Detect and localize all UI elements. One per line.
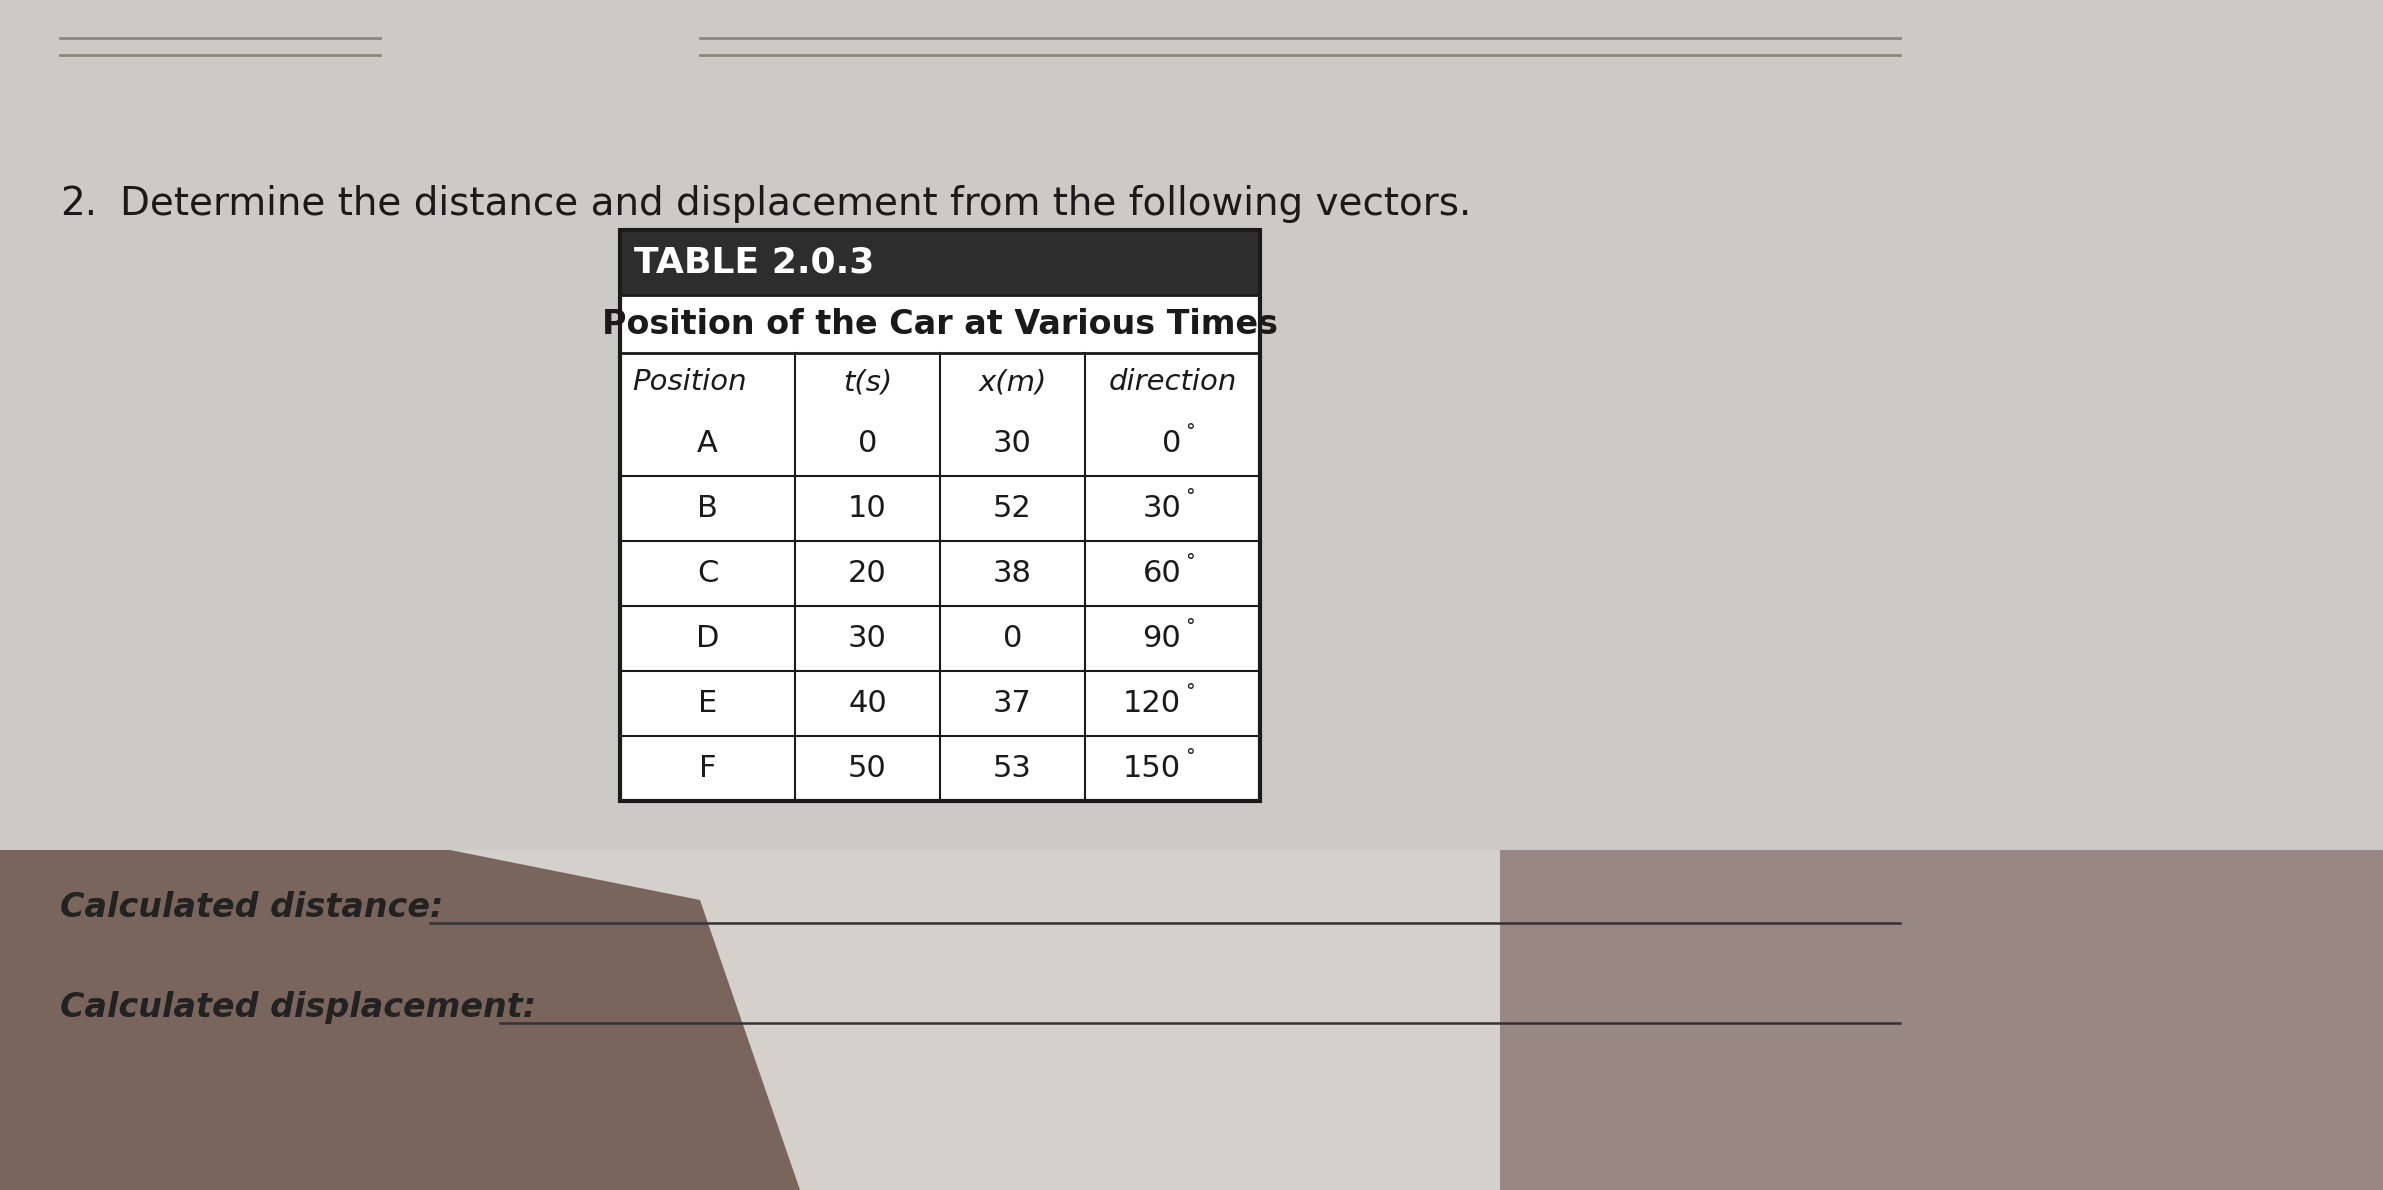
Text: x(m): x(m) — [979, 368, 1046, 396]
Text: direction: direction — [1108, 368, 1237, 396]
Text: t(s): t(s) — [844, 368, 891, 396]
Text: Determine the distance and displacement from the following vectors.: Determine the distance and displacement … — [119, 184, 1470, 223]
Text: Position: Position — [631, 368, 746, 396]
Polygon shape — [0, 779, 801, 1190]
Bar — [620, 541, 1261, 606]
Text: 30: 30 — [848, 624, 886, 653]
Text: °: ° — [1184, 616, 1194, 635]
Bar — [620, 230, 1261, 801]
Text: 40: 40 — [848, 689, 886, 718]
Text: 30: 30 — [1141, 494, 1182, 522]
Bar — [0, 0, 2383, 850]
Text: 0: 0 — [1163, 430, 1182, 458]
Text: A: A — [698, 430, 717, 458]
Bar — [620, 295, 1261, 353]
Text: 52: 52 — [994, 494, 1032, 522]
Bar — [620, 476, 1261, 541]
Text: 50: 50 — [848, 754, 886, 783]
Polygon shape — [1499, 650, 2383, 1190]
Text: 20: 20 — [848, 559, 886, 588]
Bar — [620, 230, 1261, 295]
Text: 90: 90 — [1141, 624, 1182, 653]
Text: °: ° — [1184, 747, 1194, 766]
Text: B: B — [698, 494, 717, 522]
Bar — [620, 230, 1261, 801]
Text: 60: 60 — [1141, 559, 1182, 588]
Text: Calculated distance:: Calculated distance: — [60, 891, 443, 923]
Text: 0: 0 — [858, 430, 877, 458]
Text: E: E — [698, 689, 717, 718]
Text: 38: 38 — [994, 559, 1032, 588]
Text: C: C — [696, 559, 717, 588]
Text: 10: 10 — [848, 494, 886, 522]
Text: D: D — [696, 624, 720, 653]
Text: 2.: 2. — [60, 184, 98, 223]
Text: Calculated displacement:: Calculated displacement: — [60, 991, 536, 1025]
Bar — [620, 671, 1261, 735]
Bar — [620, 353, 1261, 411]
Text: °: ° — [1184, 487, 1194, 506]
Text: Position of the Car at Various Times: Position of the Car at Various Times — [603, 307, 1277, 340]
Text: 30: 30 — [994, 430, 1032, 458]
Text: °: ° — [1184, 682, 1194, 701]
Text: 120: 120 — [1122, 689, 1182, 718]
Bar — [620, 735, 1261, 801]
Text: 0: 0 — [1003, 624, 1022, 653]
Text: °: ° — [1184, 422, 1194, 441]
Text: TABLE 2.0.3: TABLE 2.0.3 — [634, 245, 875, 280]
Text: °: ° — [1184, 552, 1194, 571]
Text: 53: 53 — [994, 754, 1032, 783]
Text: F: F — [698, 754, 717, 783]
Bar — [620, 411, 1261, 476]
Bar — [620, 606, 1261, 671]
Text: 37: 37 — [994, 689, 1032, 718]
Text: 150: 150 — [1122, 754, 1182, 783]
